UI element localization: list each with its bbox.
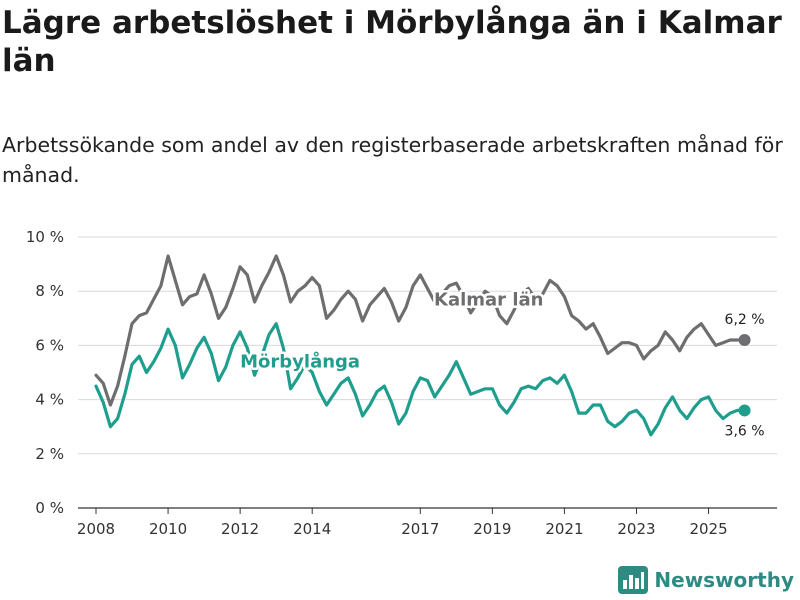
x-tick-label: 2010 xyxy=(149,520,187,538)
series-label-kalmar: Kalmar län xyxy=(434,289,543,310)
x-tick-label: 2023 xyxy=(617,520,655,538)
series-line-morbylanga xyxy=(94,322,747,437)
x-tick-label: 2019 xyxy=(473,520,511,538)
end-value-label-morbylanga: 3,6 % xyxy=(725,423,765,439)
y-tick-label: 2 % xyxy=(35,445,64,463)
x-tick-label: 2017 xyxy=(401,520,439,538)
labels-layer: Kalmar län Mörbylånga 6,2 % 3,6 % xyxy=(238,287,765,440)
y-tick-label: 8 % xyxy=(35,282,64,300)
x-tick-label: 2008 xyxy=(77,520,115,538)
chart-title: Lägre arbetslöshet i Mörbylånga än i Kal… xyxy=(2,5,782,79)
series-line-kalmar xyxy=(94,254,747,407)
y-tick-label: 4 % xyxy=(35,391,64,409)
brand-name: Newsworthy xyxy=(654,568,794,592)
x-axis: 2008 2010 2012 2014 2017 2019 2021 2023 2025 xyxy=(77,508,728,538)
series-end-point-kalmar xyxy=(738,333,751,346)
series-end-point-morbylanga xyxy=(738,404,751,417)
y-tick-label: 0 % xyxy=(35,499,64,517)
x-tick-label: 2025 xyxy=(689,520,727,538)
y-tick-label: 10 % xyxy=(26,228,64,246)
brand-footer: Newsworthy xyxy=(618,566,794,594)
series-label-morbylanga: Mörbylånga xyxy=(240,351,360,373)
x-tick-label: 2014 xyxy=(293,520,331,538)
newsworthy-logo-icon xyxy=(618,566,649,594)
x-tick-label: 2012 xyxy=(221,520,259,538)
chart-subtitle: Arbetssökande som andel av den registerb… xyxy=(2,133,783,187)
y-axis: 0 % 2 % 4 % 6 % 8 % 10 % xyxy=(26,228,64,517)
series-layer xyxy=(94,254,751,437)
x-tick-label: 2021 xyxy=(545,520,583,538)
y-tick-label: 6 % xyxy=(35,336,64,354)
end-value-label-kalmar: 6,2 % xyxy=(725,312,765,328)
